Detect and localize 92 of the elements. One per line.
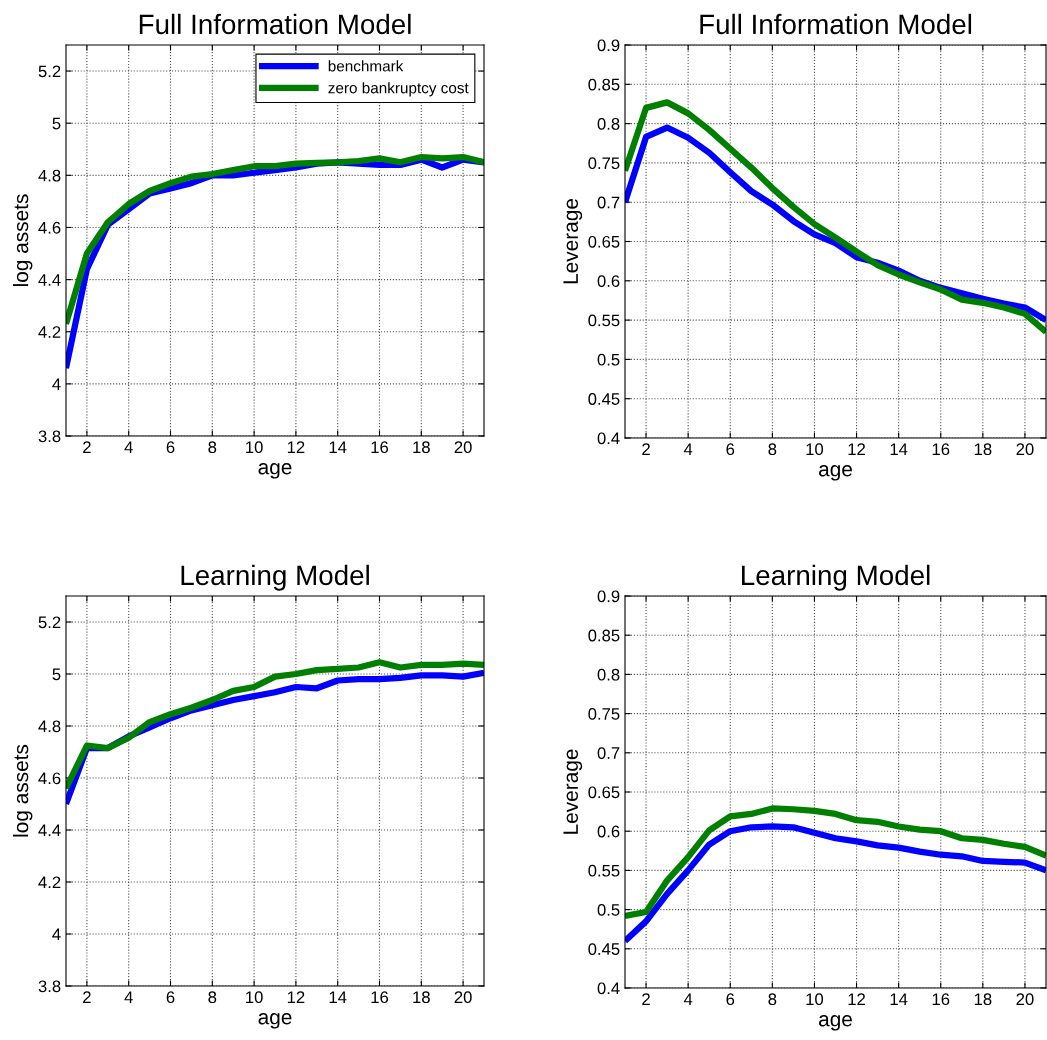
y-tick-label: 4.2: [38, 326, 61, 338]
y-tick-label: 5.2: [38, 65, 61, 78]
y-tick-label: 0.55: [588, 864, 620, 877]
x-tick-label: 14: [890, 993, 908, 1005]
x-tick-label: 6: [726, 443, 735, 456]
y-axis-title: Leverage: [563, 749, 583, 834]
x-tick-label: 8: [768, 443, 777, 456]
x-tick-label: 20: [454, 441, 472, 454]
x-tick-label: 10: [246, 991, 263, 1004]
x-axis-title: age: [819, 465, 852, 481]
y-tick-label: 0.7: [597, 747, 620, 759]
x-tick-label: 14: [890, 443, 908, 455]
x-tick-label: 2: [642, 993, 650, 1005]
y-tick-label: 0.4: [597, 432, 620, 445]
x-tick-label: 18: [413, 991, 430, 1004]
x-tick-label: 6: [726, 993, 735, 1006]
y-tick-label: 4.8: [38, 720, 61, 733]
y-tick-label: 0.65: [588, 786, 620, 799]
x-tick-label: 4: [124, 991, 133, 1003]
y-tick-label: 5.2: [38, 616, 61, 629]
x-tick-label: 20: [454, 991, 472, 1004]
x-tick-label: 8: [208, 991, 217, 1004]
chart-title: Learning Model: [181, 564, 369, 591]
y-tick-label: 0.45: [588, 943, 620, 955]
x-tick-label: 16: [932, 443, 950, 456]
y-axis-title: log assets: [13, 744, 33, 837]
y-tick-label: 0.85: [588, 629, 620, 642]
y-tick-label: 0.75: [588, 157, 620, 170]
x-tick-label: 14: [329, 991, 347, 1003]
x-tick-label: 10: [806, 993, 824, 1006]
x-tick-label: 12: [287, 441, 305, 453]
chart-title: Learning Model: [742, 564, 930, 591]
y-tick-label: 3.8: [38, 980, 61, 993]
x-tick-label: 18: [974, 993, 992, 1006]
y-axis-title: log assets: [13, 194, 33, 286]
y-tick-label: 0.75: [588, 708, 620, 720]
x-tick-label: 10: [806, 443, 824, 456]
y-tick-label: 4: [52, 928, 61, 941]
y-tick-label: 3.8: [38, 430, 61, 443]
x-tick-label: 12: [287, 991, 305, 1003]
y-tick-label: 0.6: [597, 275, 620, 287]
y-tick-label: 0.9: [597, 39, 620, 52]
chart-title: Full Information Model: [139, 13, 411, 35]
x-tick-label: 16: [371, 991, 389, 1004]
x-tick-label: 20: [1016, 993, 1034, 1006]
y-tick-label: 0.4: [597, 982, 620, 995]
x-tick-label: 6: [166, 441, 175, 454]
x-tick-label: 4: [683, 443, 693, 455]
y-tick-label: 5: [52, 117, 61, 130]
y-tick-label: 4.4: [38, 274, 61, 286]
x-axis-title: age: [819, 1015, 852, 1031]
y-tick-label: 5: [52, 668, 61, 681]
x-tick-label: 10: [246, 441, 263, 454]
y-tick-label: 0.85: [588, 78, 620, 91]
y-tick-label: 0.8: [597, 118, 620, 130]
x-tick-label: 6: [166, 991, 175, 1004]
y-tick-label: 0.7: [597, 196, 620, 209]
x-axis-title: age: [258, 463, 292, 479]
x-tick-label: 8: [208, 441, 217, 454]
y-tick-label: 4.6: [38, 221, 61, 234]
y-tick-label: 0.5: [597, 904, 620, 916]
legend-label: benchmark: [328, 60, 404, 72]
x-axis-title: age: [258, 1013, 292, 1029]
legend-label: zero bankruptcy cost: [328, 82, 469, 97]
y-tick-label: 4.8: [38, 169, 61, 182]
y-tick-label: 0.9: [597, 590, 620, 603]
y-tick-label: 0.45: [588, 393, 620, 405]
x-tick-label: 18: [974, 443, 992, 456]
y-tick-label: 4.2: [38, 876, 61, 889]
y-tick-label: 0.55: [588, 314, 620, 327]
x-tick-label: 4: [124, 441, 133, 453]
x-tick-label: 16: [932, 993, 950, 1006]
x-tick-label: 4: [683, 993, 693, 1005]
x-tick-label: 16: [371, 441, 389, 454]
y-tick-label: 0.6: [597, 825, 620, 838]
y-tick-label: 0.5: [597, 353, 620, 366]
x-tick-label: 2: [83, 441, 91, 453]
y-tick-label: 0.8: [597, 668, 620, 681]
x-tick-label: 8: [768, 993, 777, 1006]
x-tick-label: 2: [642, 443, 650, 455]
y-tick-label: 4.6: [38, 772, 61, 785]
y-tick-label: 0.65: [588, 235, 620, 248]
y-axis-title: Leverage: [563, 198, 583, 284]
x-tick-label: 12: [848, 993, 865, 1005]
x-tick-label: 12: [848, 443, 865, 455]
x-tick-label: 18: [413, 441, 430, 454]
y-tick-label: 4: [52, 378, 61, 390]
chart-title: Full Information Model: [700, 13, 972, 35]
x-tick-label: 2: [83, 991, 91, 1003]
y-tick-label: 4.4: [38, 824, 61, 837]
x-tick-label: 20: [1016, 443, 1034, 456]
x-tick-label: 14: [329, 441, 347, 453]
